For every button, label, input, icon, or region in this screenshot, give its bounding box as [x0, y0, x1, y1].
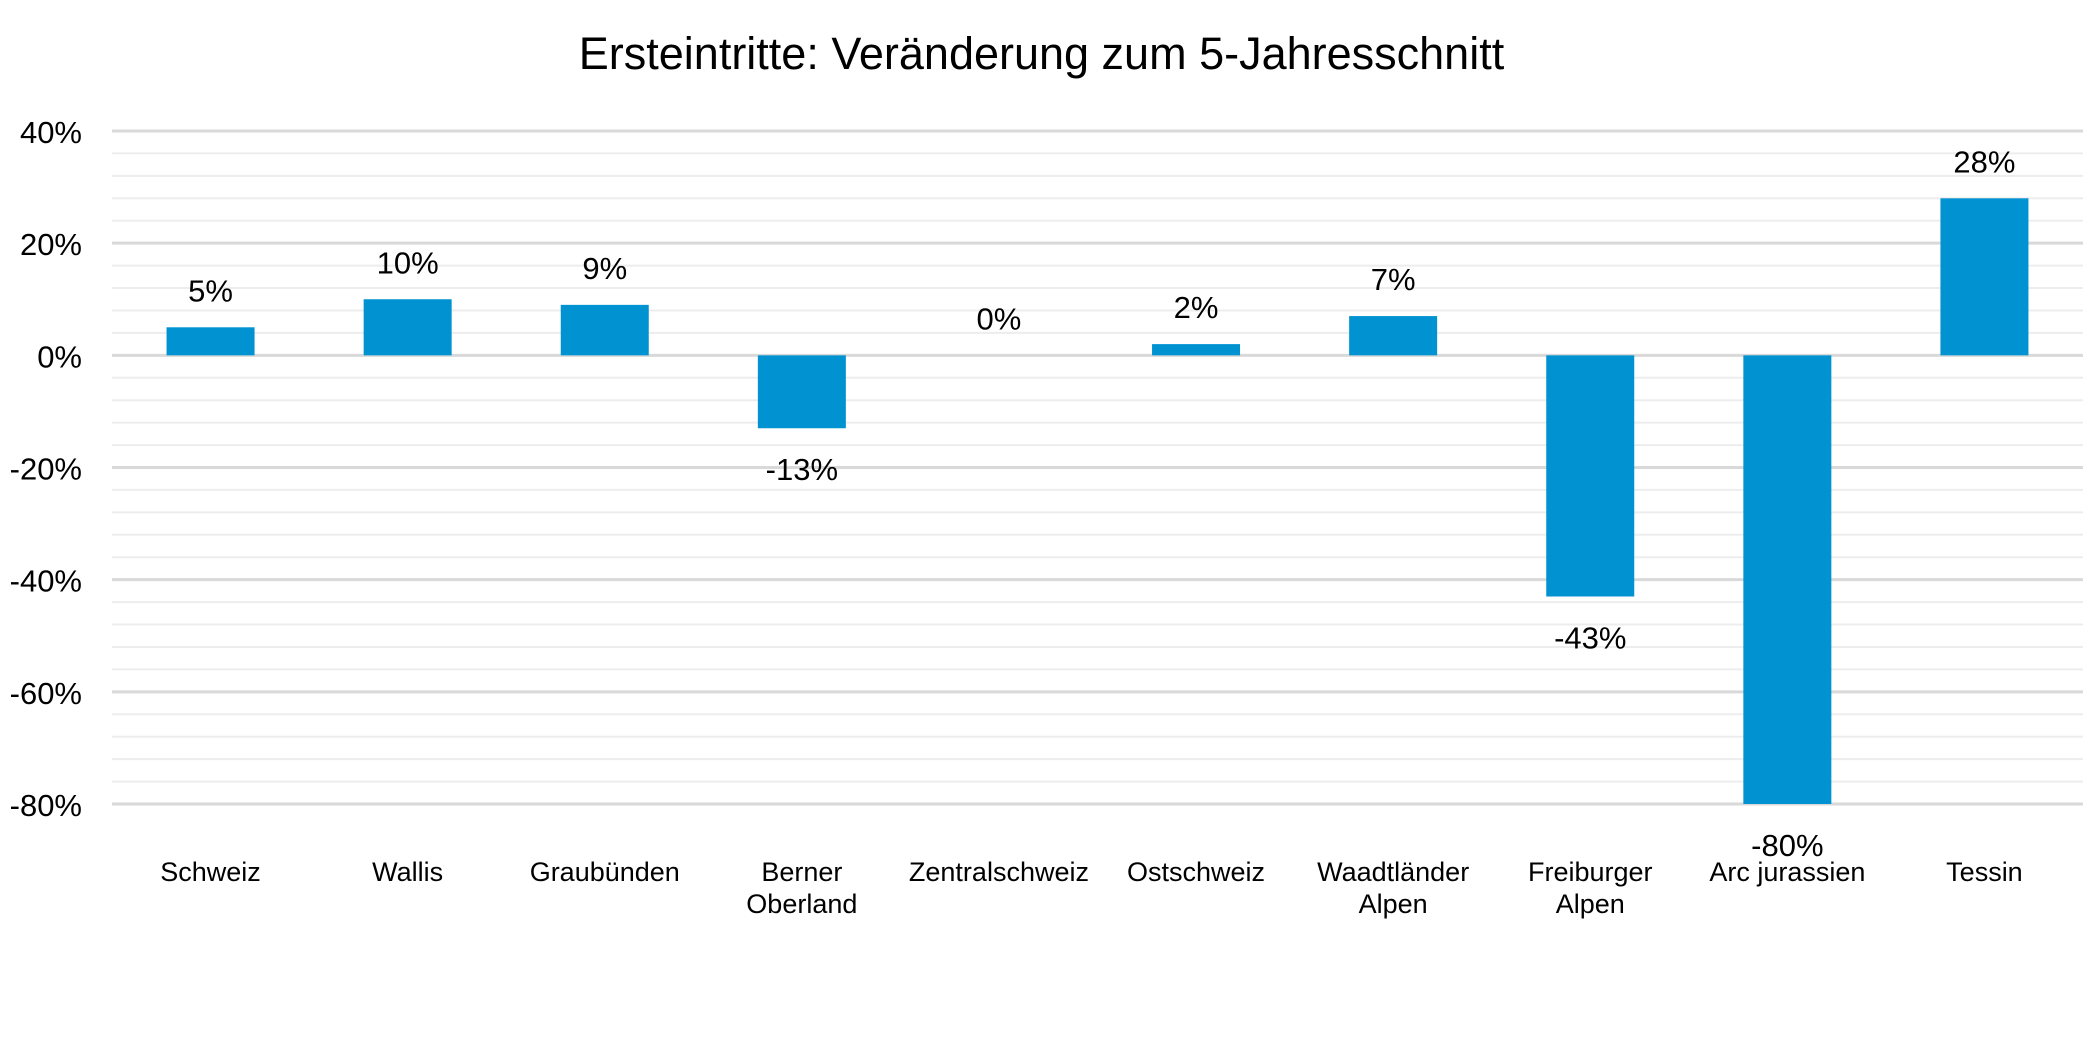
- bar: [757, 355, 846, 429]
- y-tick-label: 0%: [37, 339, 82, 374]
- category-label: Graubünden: [530, 857, 680, 887]
- bar: [1940, 198, 2029, 356]
- category-label: Ostschweiz: [1127, 857, 1265, 887]
- category-label: Oberland: [746, 889, 857, 919]
- category-label: Alpen: [1556, 889, 1625, 919]
- y-tick-label: -60%: [10, 676, 82, 711]
- category-label: Alpen: [1359, 889, 1428, 919]
- category-label: Zentralschweiz: [909, 857, 1089, 887]
- data-label: 2%: [1174, 290, 1219, 325]
- y-tick-label: -80%: [10, 788, 82, 823]
- bar: [1546, 355, 1635, 597]
- bars: [166, 198, 2029, 804]
- bar: [1349, 316, 1438, 356]
- category-label: Berner: [761, 857, 842, 887]
- data-label: -13%: [766, 452, 838, 487]
- data-label: 7%: [1371, 262, 1416, 297]
- category-label: Schweiz: [160, 857, 261, 887]
- data-label: 0%: [977, 301, 1022, 336]
- y-tick-label: -20%: [10, 452, 82, 487]
- data-label: 5%: [188, 273, 233, 308]
- bar: [560, 304, 649, 356]
- category-label: Freiburger: [1528, 857, 1653, 887]
- y-tick-label: -40%: [10, 564, 82, 599]
- category-label: Arc jurassien: [1709, 857, 1865, 887]
- category-label: Wallis: [372, 857, 443, 887]
- data-label: 9%: [582, 251, 627, 286]
- data-label: 10%: [377, 245, 439, 280]
- data-label: -80%: [1751, 828, 1823, 863]
- category-label: Waadtländer: [1317, 857, 1469, 887]
- y-tick-label: 20%: [20, 227, 82, 262]
- y-tick-label: 40%: [20, 115, 82, 150]
- bar: [1743, 355, 1832, 804]
- data-label: -43%: [1554, 620, 1626, 655]
- bar: [166, 327, 255, 356]
- data-label: 28%: [1953, 144, 2015, 179]
- bar: [1152, 344, 1241, 356]
- chart-title: Ersteintritte: Veränderung zum 5-Jahress…: [578, 28, 1505, 79]
- category-label: Tessin: [1946, 857, 2023, 887]
- labels: 40% 20% 0% -20% -40% -60% -80% 5% Schweiz 10% Wall…: [10, 115, 2023, 919]
- bar: [363, 299, 452, 356]
